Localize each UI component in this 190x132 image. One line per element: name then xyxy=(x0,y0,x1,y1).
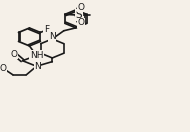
Text: F: F xyxy=(44,25,49,34)
Text: O: O xyxy=(78,18,85,27)
Text: O: O xyxy=(78,3,85,12)
Text: S: S xyxy=(75,10,82,20)
Text: N: N xyxy=(34,62,41,71)
Text: NH: NH xyxy=(30,51,43,60)
Text: N: N xyxy=(49,32,56,41)
Text: O: O xyxy=(0,64,7,73)
Text: O: O xyxy=(11,50,18,59)
